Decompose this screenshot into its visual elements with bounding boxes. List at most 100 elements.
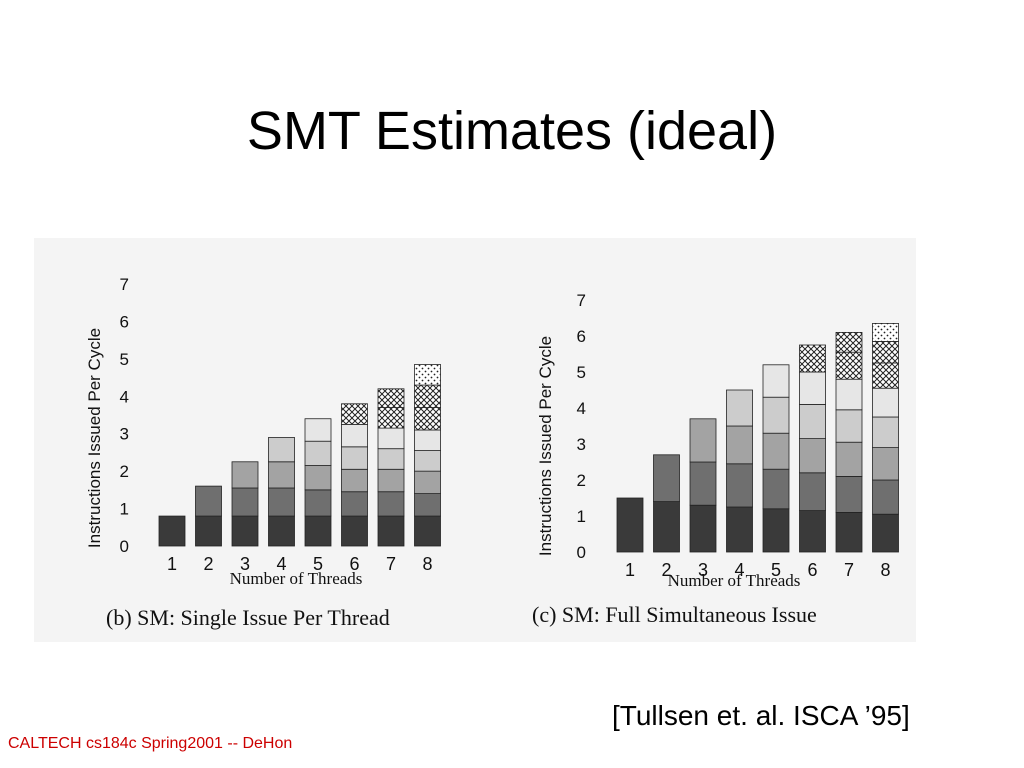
chart-c-ytick-label: 6 <box>577 327 586 346</box>
chart-b-bar-8-segment-4 <box>414 450 441 472</box>
chart-b-bar-6-segment-3 <box>341 468 368 493</box>
chart-c-bar-5-segment-2 <box>762 468 790 510</box>
chart-b-xtick-label: 6 <box>349 554 359 574</box>
chart-b-bar-8-segment-5 <box>414 429 441 451</box>
chart-b-ytick-label: 7 <box>120 275 129 294</box>
chart-b-bar-8-segment-3 <box>414 470 441 494</box>
chart-c-xtick-label: 1 <box>625 560 635 580</box>
chart-b-xtick-label: 8 <box>422 554 432 574</box>
chart-c-bar-6-segment-5 <box>799 371 826 405</box>
chart-c-bar-7-segment-6 <box>835 351 863 380</box>
chart-b-ytick-label: 5 <box>120 350 129 369</box>
chart-c-bar-7-segment-5 <box>835 378 863 411</box>
chart-b-bar-8-segment-6 <box>414 407 441 431</box>
chart-c-xtick-label: 8 <box>880 560 890 580</box>
chart-b-bar-6-segment-4 <box>341 446 368 470</box>
chart-c-ytick-label: 3 <box>577 435 586 454</box>
chart-c-xtick-label: 4 <box>734 560 744 580</box>
chart-b-bar-6-segment-5 <box>341 423 368 448</box>
chart-b-title: (b) SM: Single Issue Per Thread <box>106 605 390 630</box>
chart-b-xlabel: Number of Threads <box>230 569 363 588</box>
chart-b-bar-5-segment-3 <box>304 465 332 491</box>
chart-b-bar-7-segment-3 <box>377 468 405 493</box>
chart-b-bar-6-segment-1 <box>341 515 368 547</box>
chart-b-xtick-label: 5 <box>313 554 323 574</box>
chart-c-ylabel: Instructions Issued Per Cycle <box>536 336 555 556</box>
chart-b-bar-8-segment-1 <box>414 515 441 547</box>
chart-c-bar-4-segment-4 <box>726 389 753 427</box>
footer-credit: CALTECH cs184c Spring2001 -- DeHon <box>8 735 293 752</box>
chart-b-bar-3-segment-3 <box>231 461 259 489</box>
chart-b-bar-4-segment-3 <box>268 461 295 489</box>
chart-b-xtick-label: 7 <box>386 554 396 574</box>
chart-b-bar-7-segment-4 <box>377 448 405 470</box>
chart-c-bar-7-segment-3 <box>835 441 863 477</box>
chart-b-ytick-label: 2 <box>120 462 129 481</box>
chart-b-bar-7-segment-5 <box>377 427 405 450</box>
chart-c-bar-7-segment-1 <box>835 511 863 553</box>
chart-b-xtick-label: 4 <box>276 554 286 574</box>
charts-figure: Instructions Issued Per Cycle 0 1 2 3 4 5 6 7 1… <box>85 275 899 630</box>
chart-c-bar-5-segment-5 <box>762 364 790 398</box>
chart-c-bar-8-segment-3 <box>872 447 899 481</box>
chart-b-ytick-label: 4 <box>120 387 129 406</box>
chart-c-bar-8-segment-1 <box>872 513 899 553</box>
chart-c-bar-8-segment-4 <box>872 416 899 449</box>
chart-c-bar-8-segment-8 <box>872 323 899 342</box>
chart-b-bar-2-segment-1 <box>195 515 222 547</box>
chart-c-bar-3-segment-1 <box>689 504 717 553</box>
chart-b-bar-7-segment-7 <box>377 388 405 408</box>
chart-c-bar-2-segment-1 <box>653 501 680 553</box>
chart-b-bar-7-segment-2 <box>377 491 405 517</box>
chart-c-ytick-label: 4 <box>577 399 586 418</box>
chart-c-xtick-label: 2 <box>661 560 671 580</box>
chart-b-ylabel: Instructions Issued Per Cycle <box>85 328 104 548</box>
chart-b-bar-5-segment-2 <box>304 489 332 517</box>
chart-b-xtick-label: 1 <box>167 554 177 574</box>
slide-title: SMT Estimates (ideal) <box>246 101 778 161</box>
chart-c-bar-6-segment-6 <box>799 344 826 373</box>
chart-b-xtick-label: 2 <box>203 554 213 574</box>
chart-b-bar-2-segment-2 <box>195 485 222 517</box>
chart-c: Instructions Issued Per Cycle 0 1 2 3 4 5 6 7 1… <box>532 291 899 627</box>
chart-c-bar-6-segment-4 <box>799 403 826 439</box>
chart-b-bar-4-segment-2 <box>268 487 295 517</box>
chart-b-ytick-label: 6 <box>120 312 129 331</box>
chart-c-bar-6-segment-2 <box>799 472 826 512</box>
chart-c-bar-8-segment-5 <box>872 387 899 418</box>
chart-c-bar-8-segment-7 <box>872 341 899 364</box>
chart-b-bar-8-segment-8 <box>414 364 441 386</box>
chart-b-bar-7-segment-6 <box>377 407 405 429</box>
chart-c-bar-6-segment-1 <box>799 510 826 553</box>
chart-b-bar-3-segment-1 <box>231 515 259 547</box>
chart-c-ytick-label: 5 <box>577 363 586 382</box>
chart-c-bar-1-segment-1 <box>616 497 644 553</box>
chart-b-bar-7-segment-1 <box>377 515 405 547</box>
chart-b-bar-5-segment-5 <box>304 418 332 442</box>
chart-c-xlabel: Number of Threads <box>668 571 801 590</box>
chart-c-ytick-label: 1 <box>577 507 586 526</box>
chart-c-bar-3-segment-3 <box>689 418 717 463</box>
chart-b-bar-4-segment-4 <box>268 437 295 463</box>
chart-c-bar-7-segment-2 <box>835 475 863 513</box>
chart-c-bar-8-segment-6 <box>872 362 899 389</box>
chart-c-bar-4-segment-1 <box>726 506 753 553</box>
chart-b-ytick-label: 1 <box>120 500 129 519</box>
chart-c-bar-6-segment-3 <box>799 438 826 474</box>
chart-b: Instructions Issued Per Cycle 0 1 2 3 4 5 6 7 1… <box>85 275 441 630</box>
chart-b-bar-8-segment-7 <box>414 384 441 408</box>
chart-b-bar-6-segment-2 <box>341 491 368 517</box>
chart-b-bar-5-segment-1 <box>304 515 332 547</box>
chart-c-xtick-label: 3 <box>698 560 708 580</box>
chart-c-bar-2-segment-2 <box>653 454 680 503</box>
chart-b-bar-3-segment-2 <box>231 487 259 517</box>
chart-c-xtick-label: 7 <box>844 560 854 580</box>
chart-c-bar-7-segment-4 <box>835 409 863 443</box>
chart-b-bar-8-segment-2 <box>414 493 441 517</box>
chart-c-xtick-label: 6 <box>807 560 817 580</box>
chart-b-xtick-label: 3 <box>240 554 250 574</box>
chart-c-bar-5-segment-4 <box>762 396 790 434</box>
chart-c-ytick-label: 0 <box>577 543 586 562</box>
chart-b-bar-4-segment-1 <box>268 515 295 547</box>
chart-b-bar-5-segment-4 <box>304 440 332 466</box>
